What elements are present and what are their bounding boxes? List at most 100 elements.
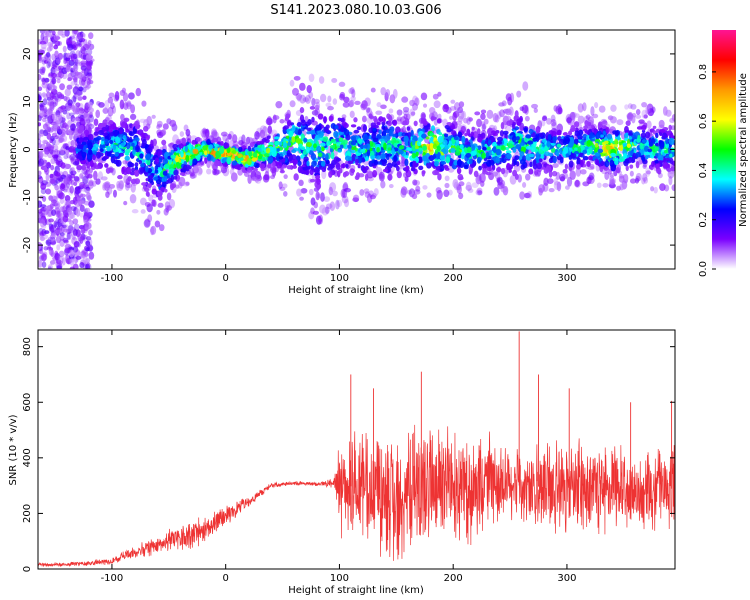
spectrogram-cell: [630, 159, 636, 164]
spectrogram-cell: [82, 79, 89, 89]
spectrogram-cell: [534, 169, 541, 177]
spectrogram-cell: [386, 113, 391, 120]
spectrogram-cell: [232, 134, 238, 144]
spectrogram-cell: [43, 140, 49, 145]
spectrogram-cell: [477, 190, 483, 196]
spectrogram-cell: [264, 138, 270, 144]
spectrogram-cell: [519, 151, 525, 157]
spectrogram-cell: [364, 97, 371, 107]
spectrogram-cell: [641, 156, 646, 162]
spectrogram-cell: [328, 170, 333, 178]
spectrogram-cell: [458, 192, 464, 200]
spectrogram-cell: [466, 116, 471, 125]
spectrogram-cell: [315, 124, 322, 131]
spectrogram-cell: [473, 170, 479, 178]
spectrogram-cell: [532, 137, 537, 142]
spectrogram-cell: [321, 167, 327, 173]
spectrogram-cell: [430, 125, 436, 132]
spectrogram-cell: [628, 132, 633, 136]
spectrogram-cell: [252, 151, 258, 158]
spectrogram-cell: [329, 144, 336, 149]
spectrogram-cell: [83, 112, 90, 122]
spectrogram-cell: [348, 99, 355, 108]
spectrogram-cell: [504, 146, 510, 151]
spectrogram-cell: [327, 95, 332, 103]
spectrogram-cell: [594, 142, 599, 148]
spectrogram-cell: [334, 124, 339, 130]
spectrogram-cell: [363, 144, 368, 149]
spectrogram-cell: [70, 139, 75, 147]
spectrogram-cell: [558, 138, 565, 146]
spectrogram-cell: [330, 151, 335, 160]
spectrogram-cell: [491, 130, 496, 136]
spectrogram-cell: [69, 153, 76, 161]
spectrogram-cell: [118, 152, 124, 157]
spectrogram-cell: [373, 188, 379, 196]
spectrogram-cell: [298, 143, 303, 148]
spectrogram-cell: [245, 136, 253, 143]
spectrogram-cell: [465, 184, 473, 191]
x-tick-label: 200: [444, 573, 463, 584]
spectrogram-y-axis-label: Frequency (Hz): [8, 112, 19, 188]
spectrogram-cell: [485, 151, 490, 159]
spectrogram-cell: [459, 144, 464, 150]
spectrogram-cell: [658, 160, 664, 164]
spectrogram-cell: [610, 104, 617, 112]
spectrogram-cell: [594, 101, 599, 109]
spectrogram-cell: [453, 159, 459, 166]
x-tick-label: 0: [223, 273, 229, 284]
spectrogram-cell: [387, 173, 393, 181]
spectrogram-cell: [566, 176, 573, 187]
y-tick-label: 20: [22, 48, 33, 61]
spectrogram-cell: [468, 117, 473, 122]
spectrogram-cell: [548, 188, 555, 193]
spectrogram-cell: [308, 91, 314, 99]
spectrogram-cell: [65, 199, 71, 207]
spectrogram-cell: [310, 153, 317, 161]
spectrogram-cell: [71, 30, 78, 37]
spectrogram-cell: [79, 261, 85, 269]
spectrogram-cell: [202, 145, 208, 151]
spectrogram-cell: [343, 139, 348, 145]
spectrogram-cell: [470, 131, 474, 137]
spectrogram-cell: [616, 119, 624, 126]
spectrogram-cell: [528, 168, 534, 175]
y-tick-label: 200: [22, 504, 33, 523]
spectrogram-cell: [39, 129, 45, 137]
spectrogram-cell: [44, 230, 50, 235]
spectrogram-cell: [297, 128, 302, 136]
spectrogram-cell: [75, 50, 81, 59]
spectrogram-cell: [113, 130, 118, 137]
spectrogram-cell: [455, 145, 460, 153]
spectrogram-cell: [528, 153, 535, 158]
spectrogram-cell: [498, 102, 505, 107]
spectrogram-cell: [553, 180, 561, 191]
spectrogram-cell: [311, 116, 315, 123]
spectrogram-cell: [295, 138, 302, 144]
spectrogram-cell: [46, 126, 51, 133]
spectrogram-cell: [645, 154, 649, 160]
spectrogram-cell: [71, 95, 77, 105]
spectrogram-cell: [592, 113, 599, 119]
spectrogram-cell: [364, 165, 369, 171]
spectrogram-cell: [58, 135, 64, 143]
spectrogram-cell: [664, 184, 670, 192]
spectrogram-cell: [237, 168, 243, 176]
spectrogram-cell: [471, 150, 477, 156]
spectrogram-cell: [480, 113, 486, 120]
spectrogram-cell: [210, 139, 215, 144]
spectrogram-cell: [411, 193, 418, 200]
spectrogram-cell: [43, 60, 49, 64]
spectrogram-cell: [426, 161, 432, 169]
spectrogram-cell: [525, 173, 531, 181]
spectrogram-cell: [188, 142, 192, 151]
spectrogram-cell: [582, 102, 587, 112]
spectrogram-cell: [38, 52, 41, 61]
spectrogram-cell: [67, 43, 74, 51]
spectrogram-cell: [51, 209, 57, 217]
spectrogram-cell: [60, 183, 66, 190]
spectrogram-cell: [413, 120, 418, 127]
spectrogram-cell: [321, 146, 325, 152]
spectrogram-cell: [370, 122, 377, 128]
colorbar-tick-label: 0.6: [698, 113, 709, 129]
